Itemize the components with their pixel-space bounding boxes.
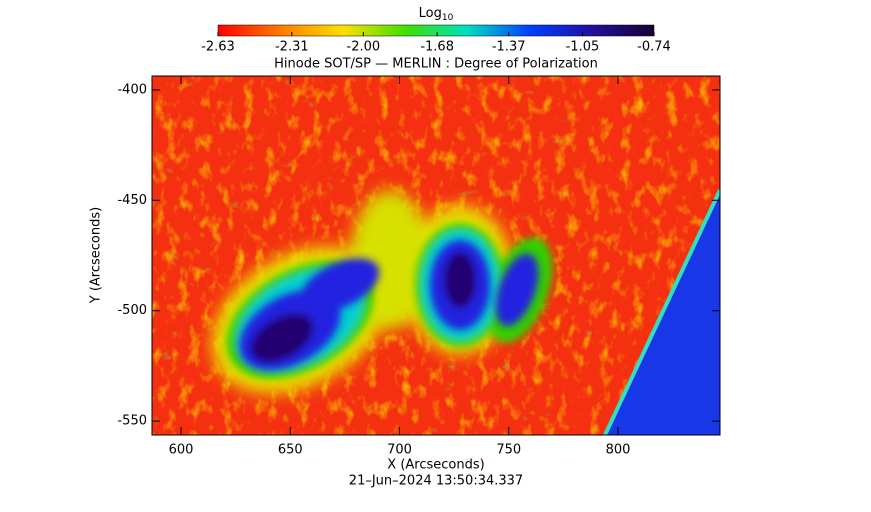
- sunspot: [239, 240, 539, 371]
- chart-title: Hinode SOT/SP — MERLIN : Degree of Polar…: [274, 57, 598, 72]
- x-tick-label: 700: [387, 443, 412, 458]
- timestamp: 21–Jun–2024 13:50:34.337: [349, 474, 523, 489]
- x-tick-label: 750: [496, 443, 521, 458]
- y-tick-label: -400: [117, 82, 147, 97]
- x-tick-label: 800: [606, 443, 631, 458]
- x-tick-label: 650: [278, 443, 303, 458]
- colorbar-label: Log10: [419, 6, 454, 23]
- colorbar-tick-label: -1.37: [492, 40, 526, 55]
- y-tick-label: -450: [117, 193, 147, 208]
- colorbar-tick-label: -2.31: [275, 40, 309, 55]
- x-axis-label: X (Arcseconds): [387, 458, 484, 473]
- x-tick-label: 600: [169, 443, 194, 458]
- colorbar-tick-label: -2.63: [201, 40, 235, 55]
- solar-image: [152, 76, 720, 435]
- limb-edge: [603, 189, 720, 435]
- y-axis-label: Y (Arcseconds): [89, 207, 104, 304]
- colorbar: [217, 24, 655, 37]
- y-tick-label: -500: [117, 303, 147, 318]
- colorbar-tick-label: -2.00: [347, 40, 381, 55]
- colorbar-tick-label: -1.68: [420, 40, 454, 55]
- plot-frame: [151, 75, 721, 436]
- y-tick-label: -550: [117, 414, 147, 429]
- colorbar-tick-label: -0.74: [637, 40, 671, 55]
- colorbar-tick-label: -1.05: [566, 40, 600, 55]
